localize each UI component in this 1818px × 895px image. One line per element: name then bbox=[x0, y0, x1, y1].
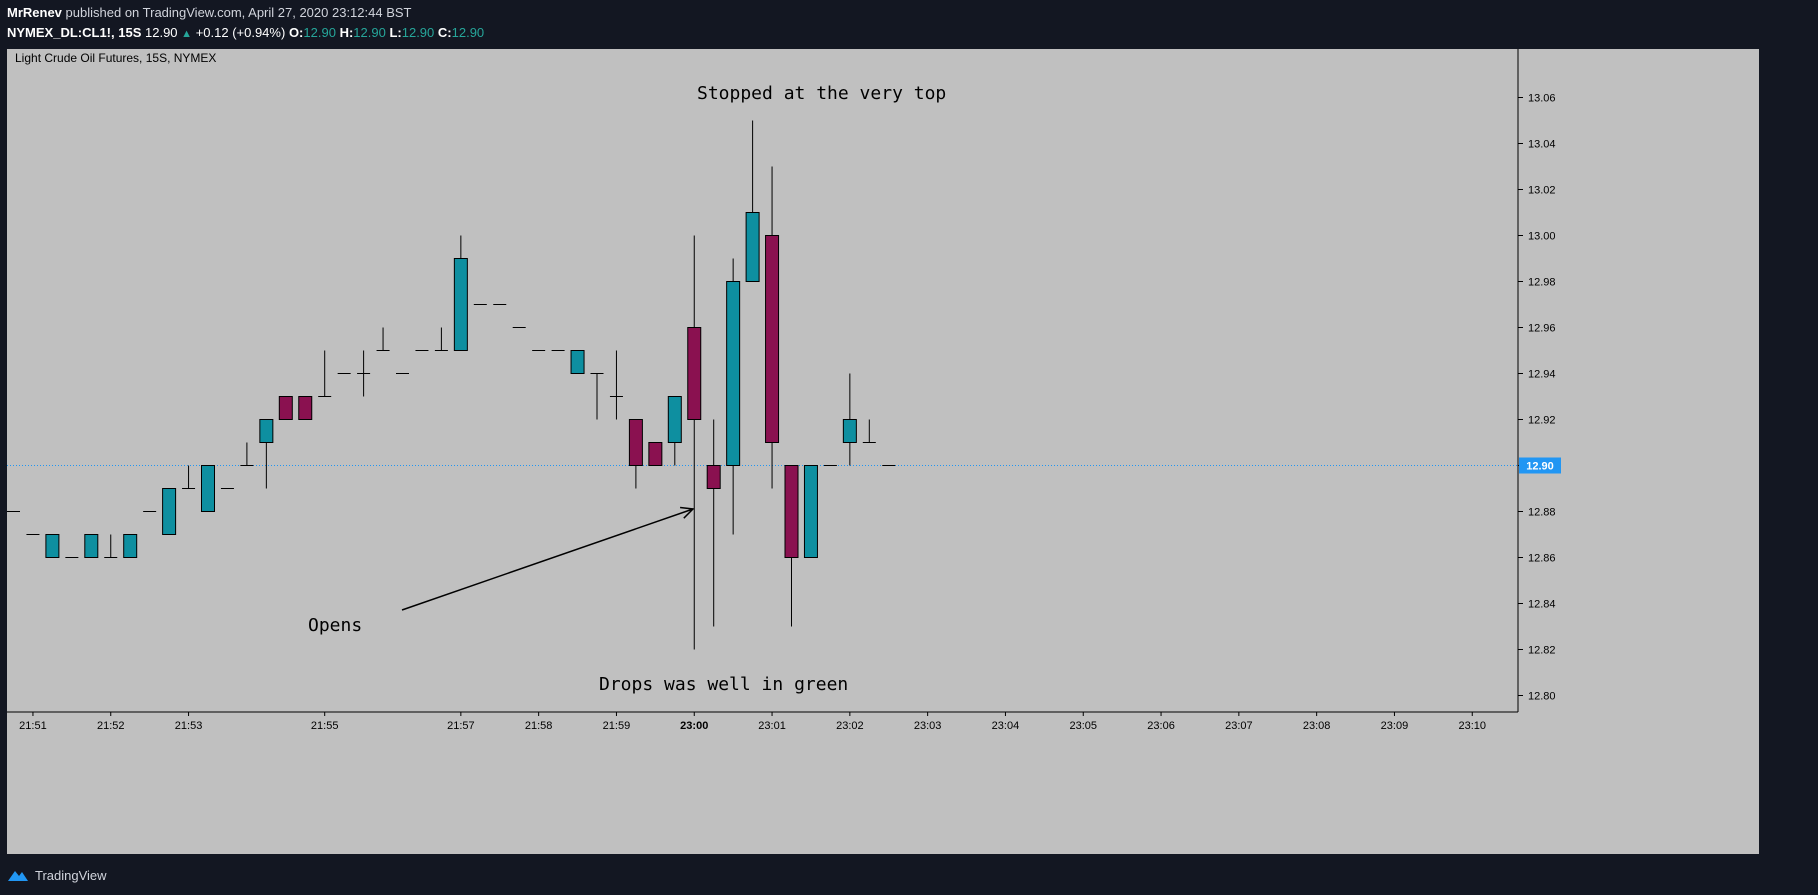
candle-body bbox=[745, 212, 760, 282]
x-tick-label: 21:55 bbox=[311, 720, 339, 732]
high-label: H: bbox=[339, 25, 354, 40]
y-tick-label: 12.82 bbox=[1528, 645, 1556, 657]
symbol-label[interactable]: NYMEX_DL:CL1!, 15S bbox=[7, 25, 142, 40]
chart-area[interactable]: Light Crude Oil Futures, 15S, NYMEX 12.80… bbox=[7, 49, 1759, 854]
close-label: C: bbox=[437, 25, 452, 40]
close-value: 12.90 bbox=[451, 25, 485, 40]
y-tick-label: 12.96 bbox=[1528, 323, 1556, 335]
footer: TradingView bbox=[7, 864, 107, 886]
x-tick-label: 23:04 bbox=[992, 720, 1020, 732]
candle-body bbox=[45, 534, 60, 558]
candle-body bbox=[453, 258, 468, 351]
candle-body bbox=[687, 327, 702, 420]
y-tick-label: 13.06 bbox=[1528, 93, 1556, 105]
candle-body bbox=[667, 396, 682, 443]
last-price-text: 12.90 bbox=[145, 25, 178, 40]
symbol-info-bar: NYMEX_DL:CL1!, 15S 12.90 ▲ +0.12 (+0.94%… bbox=[7, 25, 484, 42]
y-tick-label: 12.86 bbox=[1528, 553, 1556, 565]
candle-body bbox=[298, 396, 313, 420]
x-tick-label: 23:02 bbox=[836, 720, 864, 732]
x-tick-label: 21:53 bbox=[175, 720, 203, 732]
candle-body bbox=[706, 465, 721, 489]
y-tick-label: 12.88 bbox=[1528, 507, 1556, 519]
y-tick-label: 12.84 bbox=[1528, 599, 1556, 611]
candlestick-chart[interactable]: Light Crude Oil Futures, 15S, NYMEX 12.80… bbox=[7, 49, 1759, 854]
x-tick-label: 21:57 bbox=[447, 720, 475, 732]
open-value: 12.90 bbox=[303, 25, 336, 40]
last-price-label: 12.90 bbox=[1526, 461, 1554, 473]
x-tick-label: 23:01 bbox=[758, 720, 786, 732]
up-arrow-icon: ▲ bbox=[181, 28, 193, 40]
x-tick-label: 23:06 bbox=[1147, 720, 1175, 732]
y-tick-label: 12.92 bbox=[1528, 415, 1556, 427]
candle-body bbox=[259, 419, 274, 443]
x-tick-label: 21:59 bbox=[603, 720, 631, 732]
x-tick-label: 23:08 bbox=[1303, 720, 1331, 732]
candle-body bbox=[803, 465, 818, 558]
y-tick-label: 13.04 bbox=[1528, 139, 1556, 151]
y-tick-label: 12.94 bbox=[1528, 369, 1556, 381]
footer-brand[interactable]: TradingView bbox=[35, 867, 107, 883]
x-tick-label: 23:09 bbox=[1381, 720, 1409, 732]
x-tick-label: 23:10 bbox=[1458, 720, 1486, 732]
x-tick-label: 21:51 bbox=[19, 720, 47, 732]
x-tick-label: 21:52 bbox=[97, 720, 125, 732]
annotation-arrow bbox=[401, 508, 694, 611]
annotation-arrow-head bbox=[680, 506, 695, 519]
x-tick-label: 23:07 bbox=[1225, 720, 1253, 732]
x-tick-label: 21:58 bbox=[525, 720, 553, 732]
low-label: L: bbox=[389, 25, 402, 40]
annotation-text: Drops was well in green bbox=[599, 674, 848, 695]
candle-body bbox=[123, 534, 138, 558]
x-tick-label: 23:00 bbox=[680, 720, 708, 732]
candle-body bbox=[726, 281, 741, 466]
candle-body bbox=[648, 442, 663, 466]
candle-body bbox=[162, 488, 177, 535]
low-value: 12.90 bbox=[401, 25, 435, 40]
annotation-text: Stopped at the very top bbox=[697, 83, 946, 104]
candle-body bbox=[278, 396, 293, 420]
last-price-badge bbox=[1519, 457, 1561, 474]
candle-body bbox=[570, 350, 585, 374]
change-text: +0.12 (+0.94%) bbox=[195, 25, 286, 40]
x-tick-label: 23:05 bbox=[1069, 720, 1097, 732]
candle-body bbox=[201, 465, 215, 512]
y-tick-label: 12.98 bbox=[1528, 277, 1556, 289]
candle-body bbox=[842, 419, 857, 443]
open-label: O: bbox=[288, 25, 304, 40]
tradingview-logo-icon[interactable] bbox=[7, 868, 29, 882]
candle-body bbox=[784, 465, 799, 558]
publish-info: MrRenev published on TradingView.com, Ap… bbox=[7, 5, 411, 21]
candle-body bbox=[628, 419, 643, 466]
candle-body bbox=[84, 534, 99, 558]
y-tick-label: 12.80 bbox=[1528, 691, 1556, 703]
annotation-text: Opens bbox=[308, 615, 362, 636]
author-name[interactable]: MrRenev bbox=[7, 5, 62, 20]
x-tick-label: 23:03 bbox=[914, 720, 942, 732]
high-value: 12.90 bbox=[353, 25, 386, 40]
candle-body bbox=[765, 235, 780, 443]
y-tick-label: 13.00 bbox=[1528, 231, 1556, 243]
published-text: published on TradingView.com, April 27, … bbox=[65, 5, 412, 20]
chart-title: Light Crude Oil Futures, 15S, NYMEX bbox=[15, 51, 216, 65]
y-tick-label: 13.02 bbox=[1528, 185, 1556, 197]
